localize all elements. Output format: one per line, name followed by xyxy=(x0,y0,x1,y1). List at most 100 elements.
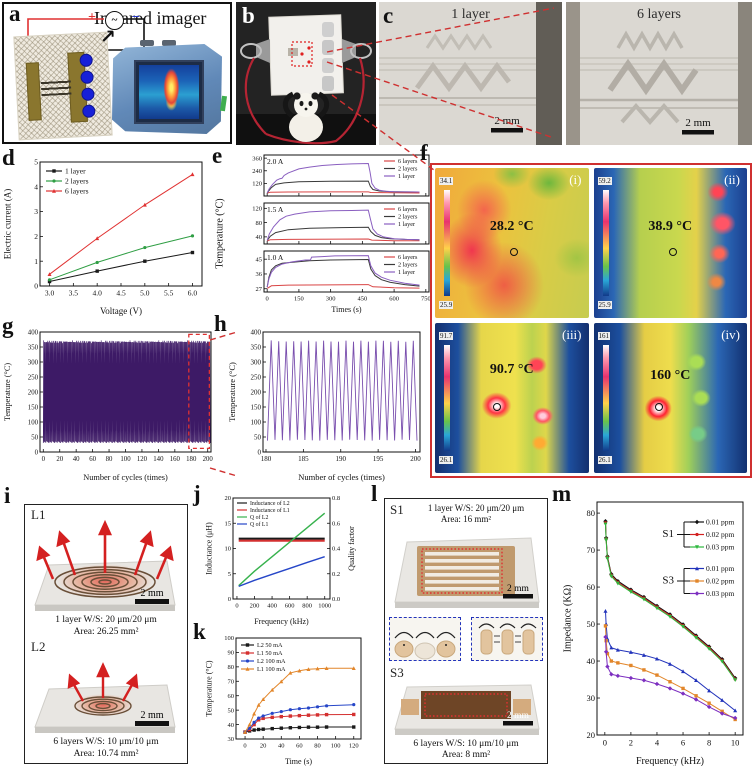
panel-a: a Infrared imager + ~ − ↗ xyxy=(2,2,232,144)
spiral-coil xyxy=(74,696,132,716)
svg-text:Temperature (°C): Temperature (°C) xyxy=(228,362,237,422)
chart-impedance: 0 2 4 6 8 10 20 30 40 50 60 70 80 Frequency (kHz) Impe… xyxy=(562,492,752,768)
spot-marker-icon xyxy=(510,247,519,256)
image-index: (ii) xyxy=(724,172,740,187)
svg-text:1.0 A: 1.0 A xyxy=(267,253,284,262)
svg-text:15: 15 xyxy=(225,520,232,527)
svg-text:Voltage (V): Voltage (V) xyxy=(100,306,142,316)
microstructure-inset-2 xyxy=(471,617,543,661)
scale-bar xyxy=(491,128,523,133)
scale-label: 2 mm xyxy=(507,584,530,594)
ac-source-icon: ~ xyxy=(105,11,124,30)
panel-l-sensors: S1 1 layer W/S: 20 μm/20 μm Area: 16 mm²… xyxy=(384,498,548,764)
imager-trigger xyxy=(219,95,228,112)
sensor-s3-graphic: 2 mm xyxy=(394,684,540,735)
svg-text:5.5: 5.5 xyxy=(164,289,174,298)
imager-body xyxy=(112,44,222,134)
panel-letter-d: d xyxy=(2,145,15,170)
svg-text:0.01 ppm: 0.01 ppm xyxy=(706,564,735,573)
minus-terminal: − xyxy=(132,10,140,25)
l2-caption-1: 6 layers W/S: 10 μm/10 μm xyxy=(53,737,159,747)
svg-text:60: 60 xyxy=(228,693,235,700)
svg-text:6.0: 6.0 xyxy=(188,289,198,298)
svg-text:200: 200 xyxy=(28,389,39,396)
chart-iv-curves: 3.0 3.5 4.0 4.5 5.0 5.5 6.0 0 1 2 3 4 5 Voltage (V) El… xyxy=(3,154,210,321)
svg-text:400: 400 xyxy=(28,329,39,336)
svg-text:120: 120 xyxy=(349,743,359,750)
chart-inductance-q: 0 200 400 600 800 1000 0 5 10 15 20 0.0 0.2 0.4 0.6 0.8… xyxy=(205,492,357,631)
panel-letter-k: k xyxy=(193,619,206,644)
svg-text:160: 160 xyxy=(170,456,181,463)
colorbar-max: 34.1 xyxy=(439,177,454,186)
svg-text:2: 2 xyxy=(34,232,38,241)
svg-text:Time (s): Time (s) xyxy=(285,757,312,766)
heater-pattern xyxy=(40,78,72,97)
thermal-image-i: 34.1 25.9 28.2 °C (i) xyxy=(435,168,589,318)
svg-text:4.5: 4.5 xyxy=(116,289,126,298)
panel-letter-g: g xyxy=(2,313,14,338)
red-wire-left xyxy=(244,57,267,135)
svg-text:8: 8 xyxy=(707,738,711,748)
panel-f-thermal-grid: 34.1 25.9 28.2 °C (i) 59.2 25.9 38.9 °C … xyxy=(430,163,752,478)
plus-terminal: + xyxy=(88,10,96,25)
spot-temperature: 160 °C xyxy=(650,368,691,383)
contact-pad-right xyxy=(513,699,531,715)
svg-text:2.0 A: 2.0 A xyxy=(267,157,284,166)
colorbar-max: 161 xyxy=(597,332,610,341)
svg-text:140: 140 xyxy=(153,456,164,463)
substrate-edge xyxy=(35,727,175,733)
svg-text:0.01 ppm: 0.01 ppm xyxy=(706,518,735,527)
led-dots xyxy=(79,53,96,119)
colorbar-max: 91.7 xyxy=(439,332,454,341)
c-right-title: 6 layers xyxy=(637,7,681,22)
panel-letter-i: i xyxy=(4,483,11,508)
substrate-edge xyxy=(395,602,539,608)
svg-text:100: 100 xyxy=(224,635,234,642)
svg-text:0: 0 xyxy=(603,738,607,748)
svg-text:Inductance (μH): Inductance (μH) xyxy=(205,522,214,575)
svg-text:80: 80 xyxy=(256,220,263,227)
red-dotted-box xyxy=(421,548,503,594)
svg-text:0.8: 0.8 xyxy=(332,495,340,502)
scale-label: 2 mm xyxy=(494,115,520,127)
sensor-film xyxy=(421,691,511,719)
svg-text:1.5 A: 1.5 A xyxy=(267,205,284,214)
svg-text:450: 450 xyxy=(357,296,367,303)
scale-bar xyxy=(135,599,169,604)
substrate-edge xyxy=(395,729,539,735)
svg-text:60: 60 xyxy=(587,582,596,592)
svg-text:80: 80 xyxy=(106,456,113,463)
panel-b: b xyxy=(236,2,376,145)
imager-button xyxy=(162,40,176,46)
svg-text:90: 90 xyxy=(228,650,235,657)
svg-text:3.0: 3.0 xyxy=(45,289,55,298)
image-index: (iv) xyxy=(721,327,740,342)
chart-heating-1_0A: 0 150 300 450 600 750 27 36 45 Times (s) 1.0 A 6 la… xyxy=(234,248,434,319)
svg-text:L2 100 mA: L2 100 mA xyxy=(257,658,286,665)
svg-text:40: 40 xyxy=(256,234,263,241)
svg-text:100: 100 xyxy=(331,743,341,750)
inset-sketch-2 xyxy=(478,623,537,655)
panel-c-6layers-photo: 6 layers 2 mm xyxy=(566,2,752,145)
svg-text:40: 40 xyxy=(73,456,80,463)
svg-text:20: 20 xyxy=(587,730,596,740)
svg-text:100: 100 xyxy=(251,418,262,426)
infrared-imager-device xyxy=(112,38,228,138)
setup-photo xyxy=(236,2,376,145)
l1-caption-1: 1 layer W/S: 20 μm/20 μm xyxy=(55,615,157,625)
panel-letter-b: b xyxy=(242,3,255,28)
svg-text:185: 185 xyxy=(298,455,309,463)
svg-text:360: 360 xyxy=(252,155,262,162)
svg-text:150: 150 xyxy=(28,404,39,411)
svg-text:L2 50 mA: L2 50 mA xyxy=(257,642,283,649)
svg-text:240: 240 xyxy=(252,168,262,175)
imager-button xyxy=(140,40,154,46)
svg-text:2: 2 xyxy=(629,738,633,748)
colorbar xyxy=(444,190,450,296)
svg-text:150: 150 xyxy=(251,403,262,411)
svg-text:200: 200 xyxy=(410,455,421,463)
sensor-s3-name: S3 xyxy=(390,665,404,680)
svg-text:400: 400 xyxy=(267,603,277,610)
panel-letter-h: h xyxy=(214,311,227,336)
svg-text:5: 5 xyxy=(228,571,231,578)
